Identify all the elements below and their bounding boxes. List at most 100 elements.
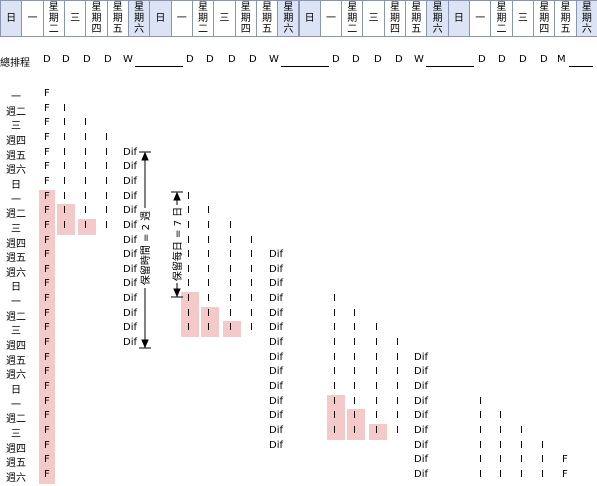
cell-incremental: I [84, 190, 87, 202]
cell-incremental: I [84, 146, 87, 158]
cell-incremental: I [520, 439, 523, 451]
cell-differential: Dif [269, 278, 283, 290]
schedule-item: D [228, 54, 236, 65]
cell-full: F [44, 424, 50, 436]
row-label: 一 [11, 92, 21, 103]
cell-incremental: I [207, 307, 210, 319]
cell-full: F [44, 293, 50, 305]
row-label: 週二 [6, 106, 26, 118]
cell-full: F [44, 234, 50, 246]
cell-differential: Dif [414, 395, 428, 407]
row-label: 週二 [6, 209, 26, 221]
schedule-item: D [540, 54, 548, 65]
cell-differential: Dif [269, 424, 283, 436]
label-bg [171, 205, 183, 283]
cell-incremental: I [375, 424, 378, 436]
cell-incremental: I [375, 395, 378, 407]
cell-differential: Dif [414, 468, 428, 480]
cell-incremental: I [353, 307, 356, 319]
schedule-item: D [395, 54, 403, 65]
blank-line [426, 66, 474, 67]
row-label: 週四 [6, 443, 26, 455]
cell-incremental: I [396, 366, 399, 378]
cell-incremental: I [353, 366, 356, 378]
cell-incremental: I [499, 410, 502, 422]
cell-incremental: I [396, 395, 399, 407]
row-label: 週五 [6, 253, 26, 265]
cell-incremental: I [207, 278, 210, 290]
cell-incremental: I [333, 293, 336, 305]
schedule-item: D [186, 54, 194, 65]
cell-incremental: I [63, 190, 66, 202]
cell-incremental: I [229, 219, 232, 231]
cell-differential: Dif [123, 249, 137, 261]
cell-incremental: I [396, 351, 399, 363]
cell-incremental: I [353, 410, 356, 422]
cell-differential: Dif [414, 424, 428, 436]
cell-differential: Dif [269, 395, 283, 407]
cell-full: F [44, 322, 50, 334]
cell-incremental: I [479, 468, 482, 480]
cell-full: F [44, 278, 50, 290]
cell-differential: Dif [123, 146, 137, 158]
day-label: 一 [475, 13, 486, 24]
cell-differential: Dif [414, 454, 428, 466]
cell-full: F [44, 263, 50, 275]
cell-incremental: I [207, 322, 210, 334]
row-label: 週四 [6, 341, 26, 353]
day-label: 三 [517, 13, 528, 24]
cell-incremental: I [84, 219, 87, 231]
row-label: 一 [11, 194, 21, 206]
cell-differential: Dif [269, 337, 283, 349]
cell-incremental: I [333, 410, 336, 422]
cell-differential: Dif [269, 351, 283, 363]
row-label: 日 [11, 179, 21, 191]
cell-incremental: I [63, 102, 66, 114]
annotation: 保留每日 = 7 日 [171, 207, 184, 281]
cell-full: F [44, 351, 50, 363]
cell-incremental: I [375, 381, 378, 392]
cell-incremental: I [479, 410, 482, 422]
cell-incremental: I [333, 351, 336, 363]
cell-incremental: I [250, 293, 253, 305]
row-label: 一 [11, 297, 21, 309]
cell-incremental: I [105, 205, 108, 217]
cell-incremental: I [250, 322, 253, 334]
cell-differential: Dif [123, 234, 137, 246]
row-label: 週四 [6, 135, 26, 147]
cell-incremental: I [479, 454, 482, 466]
cell-incremental: I [63, 219, 66, 231]
cell-incremental: I [499, 424, 502, 436]
cell-incremental: I [207, 293, 210, 305]
cell-incremental: I [333, 395, 336, 407]
day-label: 星期二 [198, 2, 209, 35]
day-label: 星期六 [432, 2, 443, 35]
cell-incremental: I [187, 307, 190, 319]
annotation: 保留時間 = 2 週 [139, 211, 152, 285]
cell-incremental: I [479, 439, 482, 451]
cell-full: F [44, 410, 50, 422]
row-label: 週二 [6, 414, 26, 426]
cell-incremental: I [63, 161, 66, 173]
cell-full: F [562, 454, 568, 466]
cell-incremental: I [187, 293, 190, 305]
cell-differential: Dif [269, 293, 283, 305]
cell-incremental: I [541, 468, 544, 480]
cell-incremental: I [229, 278, 232, 290]
cell-differential: Dif [123, 161, 137, 173]
cell-full: F [44, 175, 50, 187]
cell-differential: Dif [123, 278, 137, 290]
day-header: 星期四 [533, 0, 556, 37]
cell-full: F [44, 439, 50, 451]
schedule-item: W [269, 54, 279, 65]
cell-incremental: I [187, 205, 190, 217]
schedule-item: W [123, 54, 133, 65]
cell-incremental: I [187, 263, 190, 275]
cell-incremental: I [499, 439, 502, 451]
day-label: 星期五 [560, 2, 571, 35]
cell-incremental: I [250, 263, 253, 275]
row-label: 週五 [6, 150, 26, 162]
cell-incremental: I [84, 117, 87, 129]
highlight [57, 204, 75, 235]
